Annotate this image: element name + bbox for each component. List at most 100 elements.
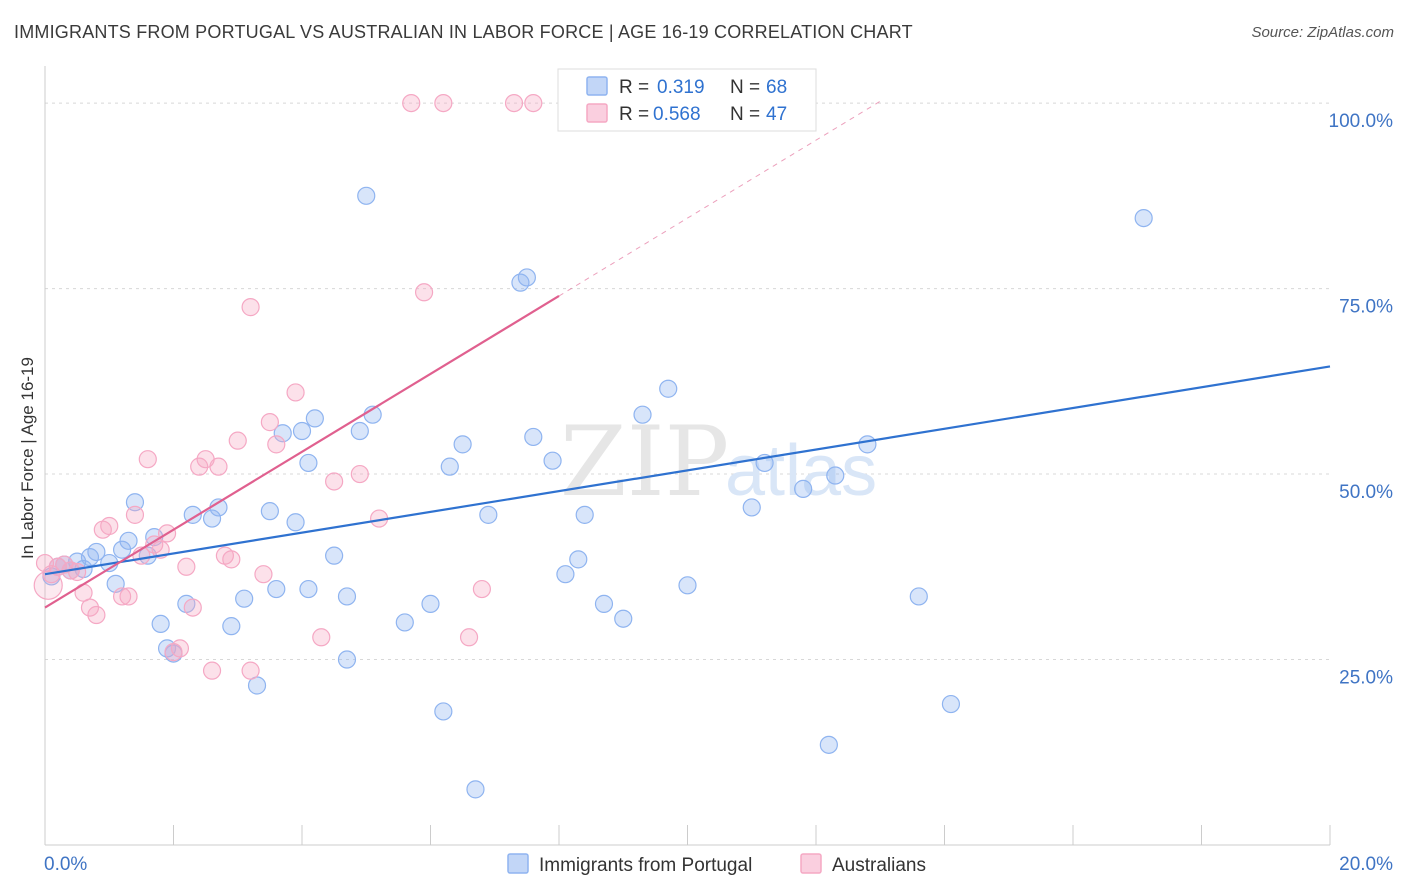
point-portugal [267, 579, 286, 599]
point-portugal [337, 587, 357, 606]
point-australians [402, 93, 421, 113]
bottom-legend: Immigrants from Portugal Australians [507, 853, 926, 876]
point-australians [414, 283, 434, 302]
bottom-legend-swatch-australians [800, 853, 822, 874]
point-portugal [222, 617, 241, 636]
point-portugal [826, 466, 845, 485]
point-portugal [305, 409, 324, 428]
point-portugal [633, 405, 652, 424]
watermark-zip: ZIP [560, 406, 729, 518]
y-tick-labels: 25.0% 50.0% 75.0% 100.0% [1329, 111, 1394, 688]
point-australians [434, 93, 453, 113]
x-tick-label: 0.0% [44, 854, 87, 875]
point-australians [33, 570, 63, 600]
point-portugal [575, 505, 594, 524]
point-australians [170, 639, 190, 658]
point-portugal [794, 479, 813, 498]
point-portugal [453, 435, 472, 454]
point-portugal [112, 540, 132, 559]
point-portugal [434, 702, 453, 721]
point-portugal [299, 579, 318, 599]
point-portugal [659, 379, 678, 398]
point-australians [350, 464, 369, 484]
point-australians [125, 505, 145, 524]
point-portugal [819, 735, 838, 754]
point-portugal [292, 421, 312, 441]
point-portugal [273, 424, 292, 443]
y-tick-label: 25.0% [1339, 668, 1393, 689]
point-portugal [235, 589, 254, 608]
point-portugal [395, 613, 414, 632]
point-portugal [517, 268, 536, 287]
legend-swatch-portugal [586, 76, 608, 96]
point-australians [260, 413, 279, 432]
y-tick-label: 50.0% [1339, 482, 1393, 503]
x-tick-label: 20.0% [1339, 854, 1393, 875]
point-australians [177, 557, 196, 576]
x-tick-labels: 0.0% 20.0% [44, 854, 1393, 875]
legend-box: R = 0.319 N = 68 R = 0.568 N = 47 [557, 68, 817, 132]
y-tick-label: 75.0% [1339, 297, 1393, 318]
legend-n-value: 68 [766, 77, 787, 98]
point-portugal [556, 565, 575, 584]
point-australians [504, 93, 524, 113]
bottom-legend-label-australians: Australians [832, 855, 926, 876]
point-portugal [678, 576, 697, 595]
point-portugal [440, 457, 459, 476]
point-australians [254, 565, 273, 584]
point-portugal [543, 451, 562, 470]
point-australians [119, 587, 138, 606]
point-australians [459, 628, 479, 647]
point-australians [112, 587, 132, 606]
point-portugal [286, 513, 305, 532]
trend-lines [44, 100, 1331, 609]
point-portugal [357, 186, 376, 205]
legend-r-value: 0.568 [653, 104, 701, 125]
point-portugal [594, 594, 614, 613]
point-australians [183, 598, 202, 617]
point-australians [267, 435, 286, 454]
point-portugal [260, 502, 279, 521]
point-portugal [151, 614, 170, 634]
point-portugal [909, 587, 928, 606]
point-portugal [299, 453, 318, 473]
legend-n-label: N = [730, 77, 760, 98]
point-portugal [125, 493, 145, 512]
bottom-legend-label-portugal: Immigrants from Portugal [539, 855, 752, 876]
point-portugal [524, 427, 543, 447]
legend-n-value: 47 [766, 104, 787, 125]
point-australians [80, 598, 100, 617]
point-australians [100, 516, 119, 536]
point-australians [524, 93, 543, 113]
legend-r-value: 0.319 [657, 77, 705, 98]
point-australians [241, 298, 260, 317]
point-australians [286, 383, 305, 402]
point-portugal [466, 780, 485, 799]
point-portugal [858, 435, 877, 454]
point-australians [472, 579, 491, 599]
legend-n-label: N = [730, 104, 760, 125]
chart-title: IMMIGRANTS FROM PORTUGAL VS AUSTRALIAN I… [14, 22, 913, 42]
point-portugal [202, 509, 222, 528]
point-australians [228, 431, 247, 450]
trend-line-australians [44, 295, 560, 609]
point-australians [138, 450, 157, 469]
point-australians [209, 457, 228, 476]
point-australians [190, 457, 209, 476]
point-portugal [119, 531, 138, 550]
point-australians [202, 661, 222, 680]
point-portugal [183, 505, 202, 524]
trend-extension-australians [558, 100, 881, 297]
point-portugal [325, 546, 344, 565]
point-portugal [350, 421, 369, 441]
point-portugal [87, 542, 106, 562]
bottom-legend-swatch-portugal [507, 853, 529, 874]
axes [44, 66, 1331, 846]
point-portugal [941, 694, 961, 714]
point-australians [325, 472, 344, 491]
point-australians [87, 605, 106, 625]
y-tick-label: 100.0% [1329, 111, 1394, 132]
point-australians [222, 550, 241, 569]
trend-line-portugal [44, 365, 1331, 576]
